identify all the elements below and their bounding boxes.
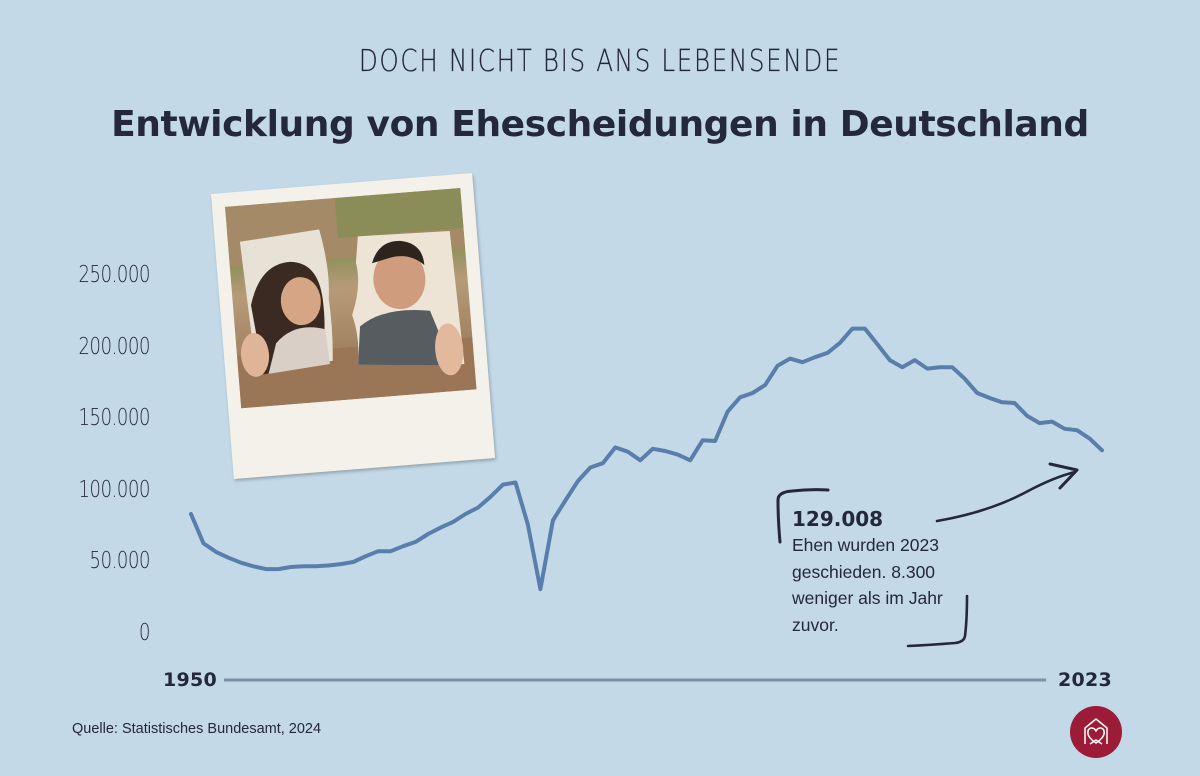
source-note: Quelle: Statistisches Bundesamt, 2024: [72, 721, 322, 737]
annotation-text: Ehen wurden 2023 geschieden. 8.300 wenig…: [792, 535, 943, 635]
divorces-series-line: [189, 326, 1104, 592]
arrow-icon: [935, 470, 1077, 523]
x-label-end: 2023: [1058, 669, 1113, 691]
chart-title: Entwicklung von Ehescheidungen in Deutsc…: [111, 104, 1089, 145]
arrow-head-icon: [1048, 462, 1079, 490]
annotation-2023: 129.008 Ehen wurden 2023 geschieden. 8.3…: [792, 506, 982, 638]
polaroid-photo: [210, 172, 496, 480]
annotation-value: 129.008: [792, 507, 884, 531]
annotation-bracket-bottom-right: [906, 594, 969, 648]
chart-kicker: DOCH NICHT BIS ANS LEBENSENDE: [358, 44, 842, 79]
annotation-bracket-top-left: [776, 488, 830, 544]
torn-couple-photo: [225, 187, 477, 409]
x-label-start: 1950: [163, 669, 218, 691]
y-tick-0: 0: [138, 620, 150, 646]
house-heart-logo[interactable]: [1070, 706, 1122, 758]
y-tick-250000: 250.000: [78, 262, 151, 288]
y-tick-100000: 100.000: [78, 477, 151, 503]
y-tick-150000: 150.000: [78, 405, 151, 431]
y-tick-50000: 50.000: [89, 548, 151, 574]
house-heart-icon: [1084, 718, 1108, 745]
y-tick-200000: 200.000: [78, 334, 151, 360]
